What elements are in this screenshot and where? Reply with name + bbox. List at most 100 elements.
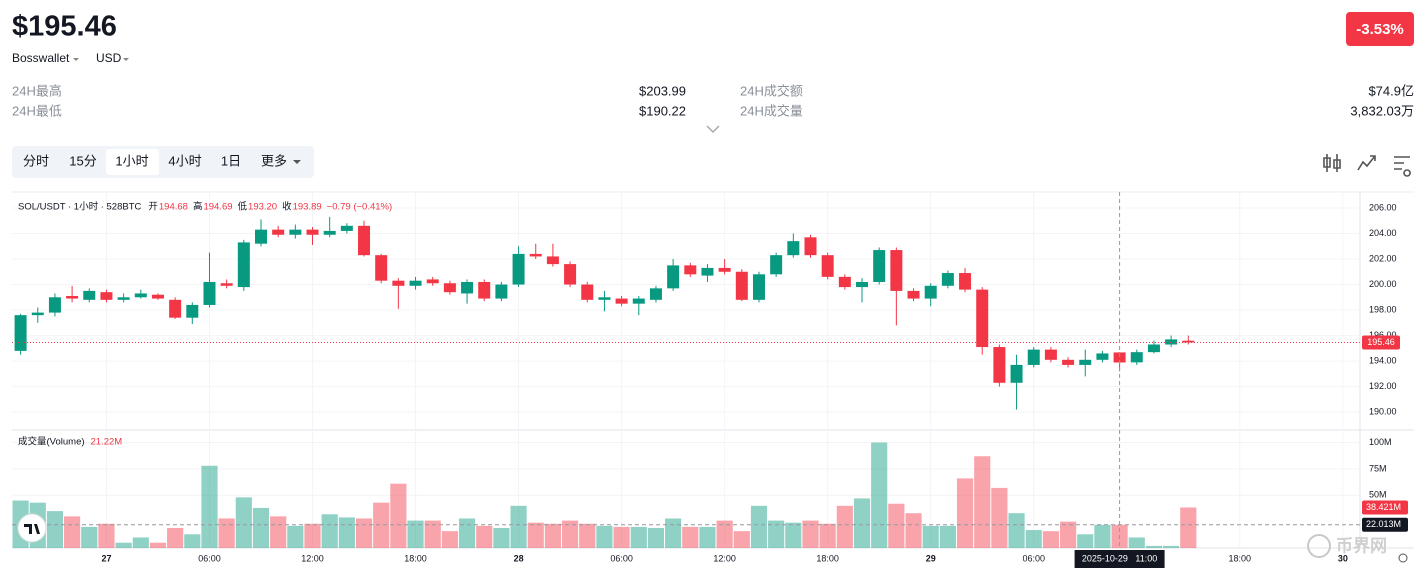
candle-body <box>186 304 199 318</box>
settings-icon[interactable] <box>1394 156 1411 177</box>
y-tick-label: 192.00 <box>1369 381 1397 391</box>
candle-body <box>409 280 422 286</box>
line-icon[interactable] <box>1357 155 1376 171</box>
ohlc-value: 194.69 <box>203 202 232 213</box>
candle-body <box>340 225 353 231</box>
ohlc-label: 收 <box>282 201 292 213</box>
volume-bar <box>699 526 716 548</box>
volume-bar <box>853 498 871 548</box>
volume-bar <box>1094 524 1111 548</box>
x-tick-label: 12:00 <box>301 553 324 563</box>
candle-body <box>770 255 783 275</box>
tab[interactable]: 更多 <box>261 153 287 168</box>
x-tick-label: 06:00 <box>198 553 221 563</box>
volume-bar <box>1128 537 1145 548</box>
candle-body <box>323 230 336 235</box>
volume-bar <box>1180 507 1197 548</box>
candle-body <box>83 290 96 300</box>
candle-body <box>1079 359 1092 365</box>
candle-body <box>461 281 474 294</box>
candle-body <box>66 296 79 299</box>
tab[interactable]: 分时 <box>23 153 49 168</box>
volume-bar <box>819 523 836 548</box>
candle-body <box>1113 352 1126 363</box>
last-price-label: 195.46 <box>1367 337 1395 347</box>
x-tick-label: 28 <box>514 553 524 563</box>
volume-bar <box>252 507 270 548</box>
ohlc-label: 高 <box>193 201 203 213</box>
candle-body <box>443 283 456 293</box>
volume-bar <box>785 522 802 548</box>
candle-body <box>306 229 319 235</box>
candle-body <box>1010 364 1023 383</box>
candle-body <box>134 293 147 298</box>
volume-bar <box>81 526 98 548</box>
candle-body <box>1165 339 1178 345</box>
volume-bar <box>510 505 527 548</box>
candle-body <box>684 265 697 275</box>
volume-bar <box>476 525 493 548</box>
volume-bar <box>871 442 888 548</box>
volume-tag <box>1362 517 1408 532</box>
y-tick-label: 190.00 <box>1369 407 1397 417</box>
candle-body <box>564 264 577 285</box>
ohlc-label: 开 <box>148 202 158 213</box>
currency-select[interactable]: USD <box>96 51 122 65</box>
candle-body <box>752 274 765 300</box>
volume-tick-label: 100M <box>1369 437 1392 447</box>
volume-bar <box>458 518 476 548</box>
y-tick-label: 206.00 <box>1369 202 1397 212</box>
volume-bar <box>562 520 579 548</box>
y-tick-label: 202.00 <box>1369 253 1397 263</box>
candle-body <box>787 241 800 256</box>
volume-bar <box>579 523 596 548</box>
tab[interactable]: 1日 <box>221 153 241 168</box>
candle-body <box>426 279 439 284</box>
volume-bar <box>544 523 562 548</box>
volume-bar <box>768 520 785 548</box>
stat-label: 24H成交量 <box>740 103 803 118</box>
ohlc-value: 193.89 <box>293 202 322 213</box>
expand-chevron[interactable] <box>706 125 720 134</box>
candle-body <box>649 288 662 300</box>
tv-logo <box>17 513 47 543</box>
volume-bar <box>424 520 441 548</box>
candle-body <box>735 271 748 300</box>
volume-bar <box>218 518 235 548</box>
volume-bar <box>149 542 167 548</box>
exchange-select[interactable]: Bosswallet <box>12 51 70 65</box>
volume-tag <box>1362 500 1408 515</box>
volume-bar <box>46 511 64 548</box>
volume-bar <box>836 505 853 548</box>
chart: 27 06:00 12:00 18:00 28 06:00 12:00 18:00 29 06:0… <box>12 191 1414 568</box>
y-tick-label: 198.00 <box>1369 304 1397 314</box>
tab-active[interactable]: 1小时 <box>115 153 148 168</box>
candle-body <box>100 292 113 300</box>
candle-body <box>924 285 937 299</box>
x-tick-label: 27 <box>101 553 111 563</box>
caret <box>73 58 79 61</box>
crosshair-time-label: 2025-10-29 11:00 <box>1082 553 1157 563</box>
volume-legend: 21.22M <box>91 437 123 448</box>
candle-icon[interactable] <box>1323 154 1341 172</box>
candle-body <box>546 256 559 265</box>
volume-bar <box>802 520 819 548</box>
y-tick-label: 194.00 <box>1369 355 1397 365</box>
volume-bar <box>939 525 956 548</box>
candle-body <box>1096 353 1109 360</box>
stat-label: 24H最高 <box>12 83 62 98</box>
tab[interactable]: 4小时 <box>168 153 201 168</box>
ohlc-value: 194.68 <box>159 202 188 213</box>
caret <box>293 160 301 164</box>
caret <box>123 58 129 61</box>
candle-body <box>890 250 903 291</box>
settings-small[interactable] <box>1398 553 1408 563</box>
candle-body <box>1147 344 1160 353</box>
stat-value: $203.99 <box>639 83 686 98</box>
candle-body <box>289 229 302 235</box>
x-tick-label: 06:00 <box>610 553 633 563</box>
volume-bar <box>1059 521 1077 548</box>
volume-bar <box>956 478 974 548</box>
price: $195.46 <box>12 11 117 43</box>
tab[interactable]: 15分 <box>69 153 96 168</box>
